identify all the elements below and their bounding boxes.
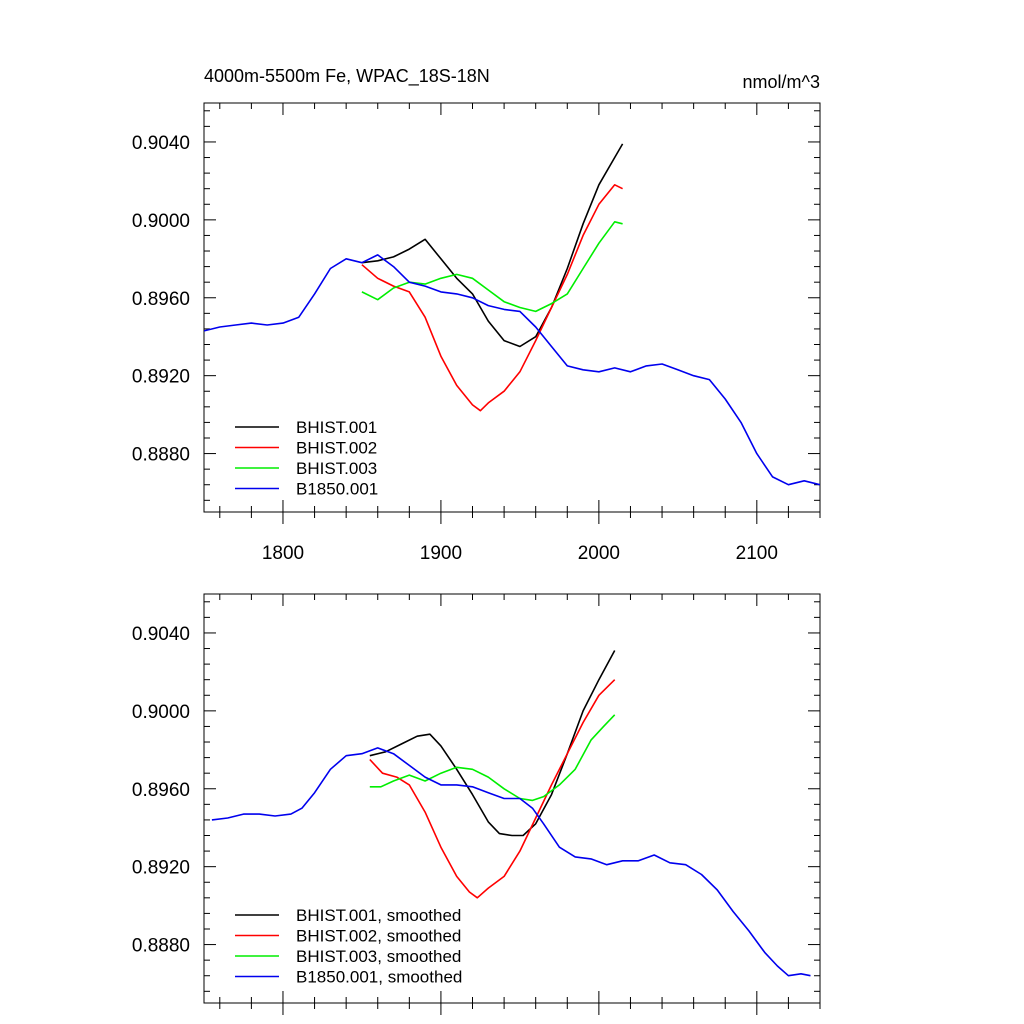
top-series-line-4 — [204, 254, 820, 486]
bottom-legend-label: BHIST.001, smoothed — [296, 906, 461, 925]
top-x-tick-label: 1900 — [420, 543, 462, 564]
chart-title: 4000m-5500m Fe, WPAC_18S-18N — [204, 66, 490, 87]
bottom-plot-frame — [203, 593, 821, 1004]
top-legend-label: BHIST.002 — [296, 439, 377, 458]
top-x-tick-label: 2100 — [736, 543, 778, 564]
bottom-legend-label: B1850.001, smoothed — [296, 968, 462, 987]
bottom-panel: 0.8880 0.8920 0.8960 0.9000 0.9040 BHIST.001,… — [132, 593, 821, 1015]
bottom-y-tick-label: 0.8880 — [132, 936, 190, 957]
top-y-tick-label: 0.9040 — [132, 133, 190, 154]
top-plot-frame — [203, 102, 821, 513]
top-y-tick-label: 0.8920 — [132, 367, 190, 388]
top-series-line-3 — [361, 221, 623, 313]
bottom-y-tick-label: 0.8920 — [132, 858, 190, 879]
top-x-tick-label: 2000 — [578, 543, 620, 564]
bottom-series-line-3 — [369, 714, 616, 802]
top-y-tick-label: 0.8960 — [132, 289, 190, 310]
top-y-tick-label: 0.8880 — [132, 445, 190, 466]
bottom-series-line-4 — [211, 747, 811, 977]
bottom-y-tick-label: 0.9040 — [132, 624, 190, 645]
bottom-series-line-2 — [369, 679, 616, 899]
top-legend-label: BHIST.001 — [296, 418, 377, 437]
units-label: nmol/m^3 — [743, 72, 820, 92]
bottom-legend-label: BHIST.003, smoothed — [296, 947, 461, 966]
top-x-tick-label: 1800 — [262, 543, 304, 564]
top-y-tick-label: 0.9000 — [132, 211, 190, 232]
top-series-line-2 — [361, 184, 623, 412]
top-legend-label: BHIST.003 — [296, 459, 377, 478]
bottom-legend-label: BHIST.002, smoothed — [296, 927, 461, 946]
bottom-series-line-1 — [369, 650, 616, 837]
bottom-y-tick-label: 0.9000 — [132, 702, 190, 723]
bottom-y-tick-label: 0.8960 — [132, 780, 190, 801]
top-series-line-1 — [361, 143, 624, 348]
top-panel: 0.8880 0.8920 0.8960 0.9000 0.9040 1800 1900 20… — [132, 102, 821, 564]
top-legend-label: B1850.001 — [296, 480, 378, 499]
